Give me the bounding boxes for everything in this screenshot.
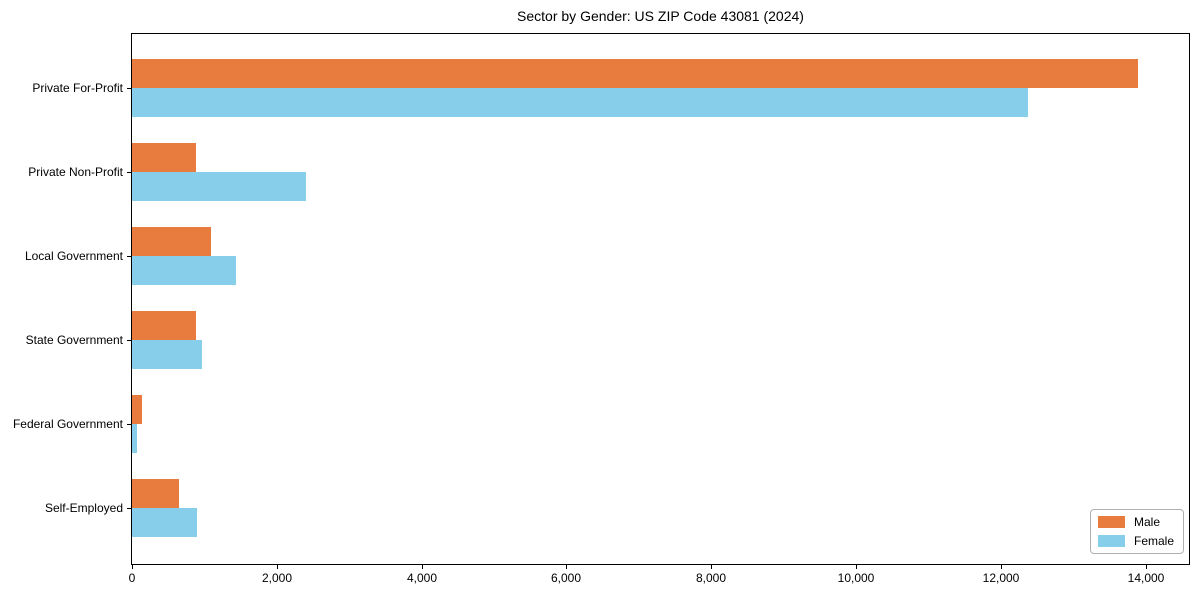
x-tick-label: 4,000 xyxy=(406,571,438,585)
x-tick-mark xyxy=(1146,565,1147,569)
x-tick-mark xyxy=(1001,565,1002,569)
y-axis-label-private-for-profit: Private For-Profit xyxy=(32,81,123,95)
x-tick-mark xyxy=(422,565,423,569)
bar-female-local-government xyxy=(132,256,236,285)
x-tick-label: 10,000 xyxy=(837,571,875,585)
legend-label: Female xyxy=(1133,534,1174,548)
y-axis-label-federal-government: Federal Government xyxy=(12,417,123,431)
x-tick-label: 2,000 xyxy=(261,571,293,585)
chart-title: Sector by Gender: US ZIP Code 43081 (202… xyxy=(517,8,804,24)
y-tick-mark xyxy=(127,508,131,509)
x-tick-label: 0 xyxy=(128,571,136,585)
y-tick-mark xyxy=(127,256,131,257)
bar-male-federal-government xyxy=(132,395,142,424)
y-tick-mark xyxy=(127,424,131,425)
legend: Male Female xyxy=(1089,509,1184,554)
x-tick-label: 14,000 xyxy=(1127,571,1165,585)
y-axis-label-local-government: Local Government xyxy=(24,249,123,263)
x-tick-label: 12,000 xyxy=(982,571,1020,585)
bar-male-self-employed xyxy=(132,479,179,508)
y-axis-label-self-employed: Self-Employed xyxy=(44,501,123,515)
legend-label: Male xyxy=(1133,515,1160,529)
bar-female-federal-government xyxy=(132,424,137,453)
bar-male-local-government xyxy=(132,227,211,256)
y-tick-mark xyxy=(127,88,131,89)
bar-female-private-non-profit xyxy=(132,172,306,201)
y-axis-label-private-non-profit: Private Non-Profit xyxy=(28,165,123,179)
x-tick-label: 6,000 xyxy=(550,571,582,585)
bar-male-private-non-profit xyxy=(132,143,196,172)
y-tick-mark xyxy=(127,172,131,173)
x-tick-mark xyxy=(566,565,567,569)
bar-female-private-for-profit xyxy=(132,88,1028,117)
bar-female-state-government xyxy=(132,340,202,369)
bar-male-state-government xyxy=(132,311,196,340)
x-tick-mark xyxy=(132,565,133,569)
legend-swatch-male xyxy=(1097,516,1125,528)
bar-female-self-employed xyxy=(132,508,197,537)
legend-swatch-female xyxy=(1097,535,1125,547)
x-tick-label: 8,000 xyxy=(695,571,727,585)
x-tick-mark xyxy=(856,565,857,569)
y-tick-mark xyxy=(127,340,131,341)
plot-area: Male Female xyxy=(131,33,1190,565)
legend-entry-male: Male xyxy=(1097,515,1174,529)
legend-entry-female: Female xyxy=(1097,534,1174,548)
y-axis-label-state-government: State Government xyxy=(25,333,123,347)
x-tick-mark xyxy=(277,565,278,569)
x-tick-mark xyxy=(711,565,712,569)
legend-entries: Male Female xyxy=(1097,515,1174,548)
bar-male-private-for-profit xyxy=(132,59,1138,88)
